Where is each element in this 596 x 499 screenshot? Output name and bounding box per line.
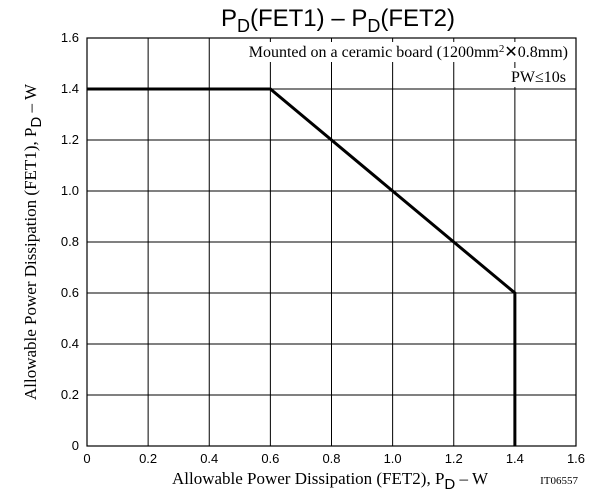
y-tick-label: 1.2 [61, 132, 79, 147]
x-tick-label: 1.2 [445, 451, 463, 466]
derating-curve [87, 87, 517, 446]
figure-code: IT06557 [540, 475, 578, 487]
mounting-note: Mounted on a ceramic board (1200mm2✕0.8m… [249, 43, 568, 61]
x-tick-label: 1.0 [384, 451, 402, 466]
y-tick-label: 1.6 [61, 30, 79, 45]
pulse-width-note: PW≤10s [511, 69, 566, 86]
y-tick-label: 1.4 [61, 81, 79, 96]
y-tick-label: 0.2 [61, 387, 79, 402]
annotation-background [245, 42, 571, 62]
y-tick-label: 1.0 [61, 183, 79, 198]
plot-frame [86, 37, 577, 447]
x-tick-label: 0.6 [261, 451, 279, 466]
x-tick-label: 1.6 [567, 451, 585, 466]
series-layer [87, 87, 517, 446]
y-axis-label: Allowable Power Dissipation (FET1), PD –… [21, 83, 45, 400]
x-tick-label: 0.8 [322, 451, 340, 466]
y-tick-label: 0 [72, 438, 79, 453]
x-tick-label: 0 [83, 451, 90, 466]
y-tick-label: 0.4 [61, 336, 79, 351]
grid [87, 38, 576, 446]
tick-labels: 0 0.2 0.4 0.6 0.8 1.0 1.2 1.4 1.6 0 0.2 0.4 0.6 0.8 1.… [61, 30, 585, 466]
annotation-background [507, 68, 569, 87]
y-tick-label: 0.8 [61, 234, 79, 249]
x-axis-label: Allowable Power Dissipation (FET2), PD –… [172, 469, 489, 493]
y-tick-label: 0.6 [61, 285, 79, 300]
x-tick-label: 1.4 [506, 451, 524, 466]
x-tick-label: 0.2 [139, 451, 157, 466]
x-tick-label: 0.4 [200, 451, 218, 466]
chart-title: PD(FET1) – PD(FET2) [221, 5, 455, 36]
